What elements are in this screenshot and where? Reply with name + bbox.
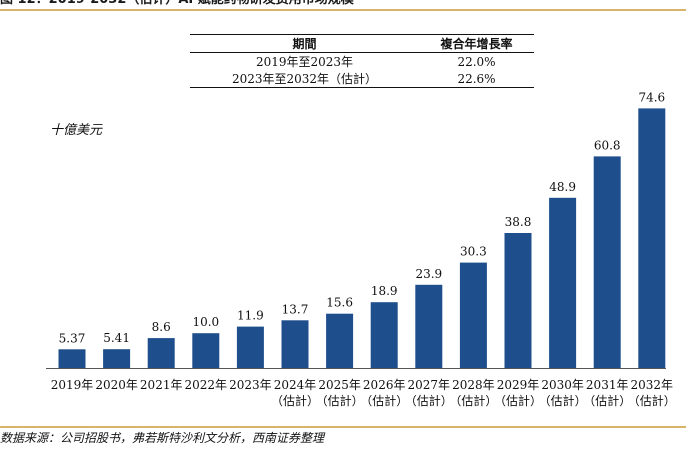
bar-7 (370, 302, 398, 368)
data-label-0: 5.37 (59, 331, 86, 345)
data-label-3: 10.0 (192, 315, 219, 329)
cagr-row: 2023年至2032年（估計） 22.6% (190, 70, 534, 88)
data-label-10: 38.8 (505, 215, 532, 229)
x-tick-note-9: （估計） (449, 393, 497, 408)
bar-chart: 5.37 2019年 5.41 2020年 8.6 2021年 10.0 2022年 11.9 2… (46, 90, 676, 408)
x-tick-label-3: 2022年 (185, 378, 228, 392)
top-rule (0, 9, 686, 11)
x-tick-label-1: 2020年 (95, 378, 138, 392)
data-label-6: 15.6 (326, 296, 353, 310)
bar-5 (281, 320, 309, 368)
bottom-rule (0, 426, 686, 428)
x-tick-note-11: （估計） (539, 393, 587, 408)
cagr-table: 期間 複合年增長率 2019年至2023年 22.0% 2023年至2032年（… (190, 34, 534, 88)
bar-0 (58, 349, 86, 368)
source-note: 数据来源：公司招股书，弗若斯特沙利文分析，西南证券整理 (0, 431, 325, 445)
data-label-13: 74.6 (638, 90, 665, 104)
bar-8 (415, 284, 443, 368)
x-tick-note-8: （估計） (405, 393, 453, 408)
x-tick-note-12: （估計） (583, 393, 631, 408)
x-tick-label-5: 2024年 (274, 378, 317, 392)
bar-6 (326, 313, 354, 368)
bar-12 (593, 156, 621, 368)
cagr-row: 2019年至2023年 22.0% (190, 53, 534, 71)
x-tick-note-13: （估計） (628, 393, 676, 408)
bar-4 (236, 326, 264, 368)
data-label-1: 5.41 (103, 331, 130, 345)
bar-9 (459, 262, 487, 368)
cagr-row-rate: 22.0% (457, 54, 496, 69)
x-tick-label-7: 2026年 (363, 378, 406, 392)
x-tick-label-8: 2027年 (408, 378, 451, 392)
bar-10 (504, 233, 532, 368)
cagr-row-rate: 22.6% (419, 70, 534, 88)
data-label-12: 60.8 (594, 138, 621, 152)
data-label-7: 18.9 (371, 284, 398, 298)
bar-3 (192, 333, 220, 368)
cagr-row-period: 2019年至2023年 (255, 55, 354, 69)
data-label-2: 8.6 (152, 320, 171, 334)
x-tick-label-11: 2030年 (541, 378, 584, 392)
x-tick-note-6: （估計） (316, 393, 364, 408)
data-label-8: 23.9 (415, 267, 442, 281)
x-tick-note-7: （估計） (360, 393, 408, 408)
x-tick-label-6: 2025年 (318, 378, 361, 392)
data-label-4: 11.9 (237, 309, 264, 323)
x-tick-note-10: （估計） (494, 393, 542, 408)
data-label-9: 30.3 (460, 245, 487, 259)
bar-1 (103, 349, 131, 368)
cagr-table-header: 期間 複合年增長率 (190, 34, 534, 53)
x-tick-note-5: （估計） (271, 393, 319, 408)
x-tick-label-10: 2029年 (497, 378, 540, 392)
bar-13 (638, 108, 666, 369)
bar-2 (147, 338, 175, 368)
data-label-11: 48.9 (549, 180, 576, 194)
x-tick-label-4: 2023年 (229, 378, 272, 392)
bar-11 (549, 197, 577, 368)
data-label-5: 13.7 (282, 302, 309, 316)
x-tick-label-2: 2021年 (140, 378, 183, 392)
cagr-header-period: 期間 (190, 34, 419, 53)
x-tick-label-9: 2028年 (452, 378, 495, 392)
cagr-header-rate: 複合年增長率 (419, 34, 534, 53)
x-tick-label-12: 2031年 (586, 378, 629, 392)
x-tick-label-13: 2032年 (631, 378, 674, 392)
figure-title: 图 12：2019-2032（估计）AI 赋能药物研发费用市场规模 (0, 0, 686, 9)
cagr-row-period: 2023年至2032年（估計） (190, 70, 419, 88)
y-axis-unit-label: 十億美元 (50, 123, 103, 138)
x-tick-label-0: 2019年 (51, 378, 94, 392)
